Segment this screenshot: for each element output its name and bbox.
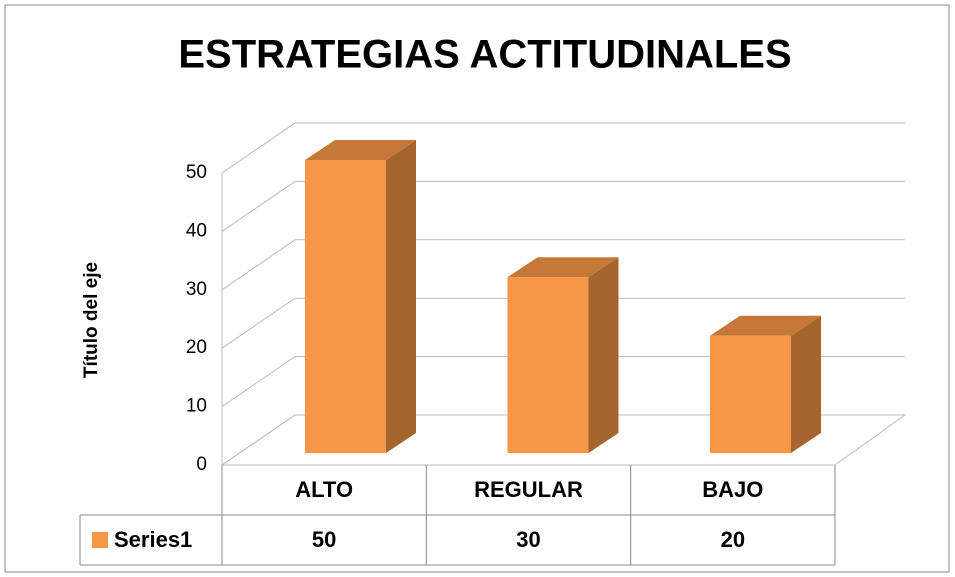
x-tick-label: ALTO <box>295 477 353 502</box>
grid-line <box>221 122 905 174</box>
bar-side <box>386 140 416 453</box>
bar <box>305 140 416 453</box>
y-tick-label: 0 <box>196 454 207 475</box>
y-axis-label: Título del eje <box>81 262 102 378</box>
x-tick-label: BAJO <box>702 477 763 502</box>
grid-line <box>221 239 905 291</box>
grid-line <box>221 356 905 408</box>
y-tick-label: 40 <box>186 220 207 241</box>
table-value: 50 <box>312 527 336 552</box>
x-tick-label: REGULAR <box>474 477 583 502</box>
legend-label: Series1 <box>114 527 192 552</box>
grid-line <box>221 180 905 232</box>
grid-line <box>221 297 905 349</box>
bar-top <box>710 315 821 336</box>
bar-front <box>507 277 589 453</box>
bar-top <box>305 140 416 160</box>
y-tick-label: 30 <box>186 279 207 300</box>
chart-title: ESTRATEGIAS ACTITUDINALES <box>178 33 791 77</box>
bar <box>710 315 821 453</box>
bar-side <box>791 315 821 453</box>
y-tick-label: 20 <box>186 337 207 358</box>
bar-front <box>305 160 386 453</box>
bar-top <box>507 257 619 278</box>
legend-swatch <box>92 532 108 548</box>
y-tick-label: 10 <box>186 396 207 417</box>
table-value: 30 <box>516 527 540 552</box>
bar <box>507 257 619 453</box>
table-value: 20 <box>721 527 745 552</box>
y-tick-label: 50 <box>186 162 207 183</box>
bar-front <box>710 335 791 453</box>
bar-side <box>588 257 619 453</box>
grid-line <box>221 414 905 466</box>
chart-border <box>4 4 950 573</box>
